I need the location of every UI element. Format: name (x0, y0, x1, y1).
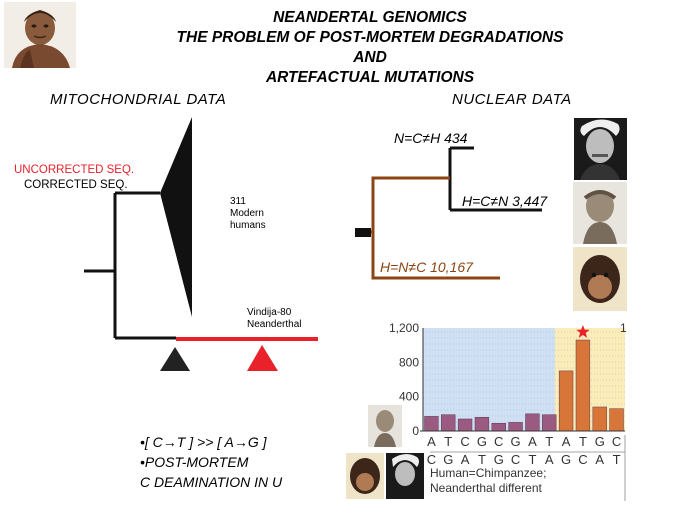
chart-ytick-label: 0 (412, 424, 419, 438)
title-line-2: THE PROBLEM OF POST-MORTEM DEGRADATIONS … (176, 29, 564, 66)
nuclear-tree (355, 146, 542, 280)
human-portrait-image (574, 118, 627, 180)
modern-line-1: Modern (230, 208, 264, 219)
chart-bar (424, 416, 439, 432)
chart-bottom-row-label: G (494, 452, 504, 467)
chart-xtick-label: G (511, 434, 521, 449)
nuclear-heading: NUCLEAR DATA (452, 91, 572, 108)
chart-bar (474, 417, 490, 432)
chart-bar (441, 414, 456, 432)
modern-count: 311 (230, 196, 246, 207)
chart-bar (525, 413, 540, 432)
chart-xtick-label: T (545, 434, 553, 449)
chart-xtick-label: G (477, 434, 487, 449)
chart-xtick-label: C (494, 434, 503, 449)
chart-xtick-label: A (427, 434, 436, 449)
vindija-line-2: Neanderthal (247, 319, 302, 330)
annotation-line-1: Human=Chimpanzee; (430, 466, 547, 480)
corrected-marker-triangle (160, 347, 190, 371)
note-line-3: C DEAMINATION IN U (140, 474, 283, 490)
chart-bottom-row-label: G (561, 452, 571, 467)
modern-humans-clade (160, 117, 192, 317)
chart-bar (609, 408, 624, 432)
note-line-2: •POST-MORTEM (140, 454, 249, 470)
annotation-line-2: Neanderthal different (430, 481, 542, 495)
chart-ytick-label: 1,200 (389, 321, 419, 335)
nuclear-label-top: N=C≠H 434 (394, 130, 468, 146)
nuclear-label-mid: H=C≠N 3,447 (462, 193, 548, 209)
chart-bar (491, 423, 506, 432)
chart-xtick-label: T (444, 434, 452, 449)
modern-line-2: humans (230, 220, 266, 231)
chart-bar (457, 418, 473, 432)
neanderthal-bust-image (573, 182, 627, 244)
chart-bottom-row-label: C (578, 452, 587, 467)
slide-title: NEANDERTAL GENOMICS THE PROBLEM OF POST-… (170, 8, 570, 88)
chart-annotation: Human=Chimpanzee; Neanderthal different (430, 466, 546, 496)
brown-stem (371, 176, 500, 280)
chart-bar (542, 414, 557, 432)
chart-bottom-row-label: A (595, 452, 604, 467)
nuclear-root-block (355, 228, 371, 237)
chart-bar (575, 339, 591, 432)
chart-ytick-label: 400 (399, 390, 419, 404)
modern-humans-label: 311 Modern humans (230, 196, 270, 232)
chart-bar (508, 422, 523, 432)
human-small-image (386, 453, 424, 499)
chart-bottom-row-label: C (511, 452, 520, 467)
chart-xtick-label: G (595, 434, 605, 449)
chart-bar (592, 406, 607, 432)
chimpanzee-portrait-image (573, 247, 627, 311)
chart-xtick-label: C (460, 434, 469, 449)
neanderthal-bust-small-image (368, 405, 402, 447)
mitochondrial-tree (84, 117, 318, 371)
star-icon (576, 325, 590, 338)
chart-bar (558, 370, 574, 432)
chimpanzee-small-image (346, 453, 384, 499)
chart-xtick-label: A (528, 434, 537, 449)
uncorrected-seq-label: UNCORRECTED SEQ. (14, 164, 135, 176)
chart-bottom-row-label: C (427, 452, 436, 467)
vindija-line-1: Vindija-80 (247, 307, 292, 318)
chart-bottom-row-label: A (545, 452, 554, 467)
chart-corner-label: 1 (620, 321, 627, 335)
title-line-1: NEANDERTAL GENOMICS (273, 9, 467, 26)
chart-ytick-label: 800 (399, 355, 419, 369)
corrected-seq-label: CORRECTED SEQ. (24, 179, 128, 191)
chart-bottom-row-label: T (613, 452, 621, 467)
chart-bottom-row-label: A (461, 452, 470, 467)
deamination-notes: •[ C→T ] >> [ A→G ] •POST-MORTEM C DEAMI… (140, 432, 282, 492)
mitochondrial-heading: MITOCHONDRIAL DATA (50, 91, 227, 108)
chart-xtick-label: T (579, 434, 587, 449)
chart-xtick-label: C (612, 434, 621, 449)
note-line-1: •[ C→T ] >> [ A→G ] (140, 434, 267, 450)
vindija-label: Vindija-80 Neanderthal (247, 307, 327, 331)
chart-xtick-label: A (562, 434, 571, 449)
chart-bottom-row-label: G (443, 452, 453, 467)
neanderthal-portrait-image (4, 2, 76, 68)
chart-bottom-row-label: T (478, 452, 486, 467)
chart-bottom-row-label: T (528, 452, 536, 467)
nuclear-label-bot: H=N≠C 10,167 (380, 259, 473, 275)
uncorrected-marker-triangle (247, 345, 278, 371)
title-line-3: ARTEFACTUAL MUTATIONS (265, 69, 475, 86)
